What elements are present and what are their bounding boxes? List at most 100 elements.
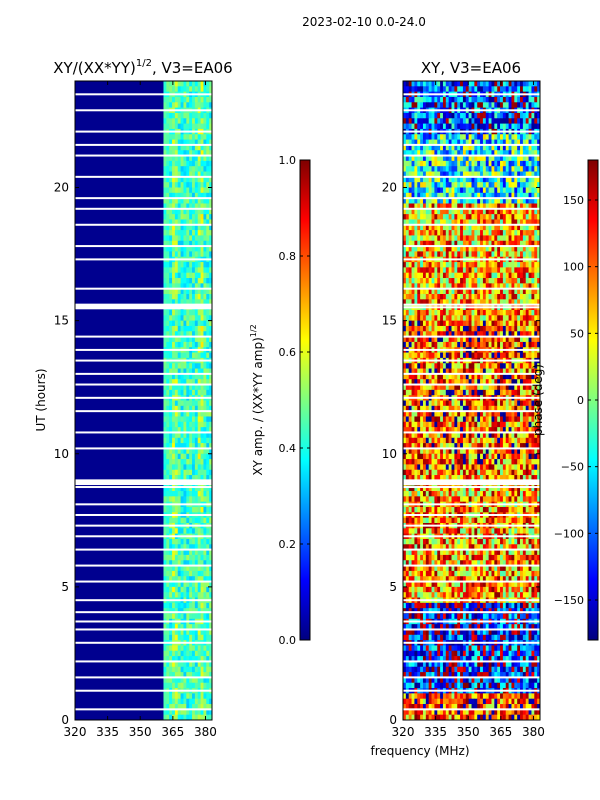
phase-cell [488, 320, 492, 327]
phase-cell [425, 288, 430, 295]
phase-cell [414, 309, 418, 316]
amp-cell [200, 139, 204, 146]
phase-cell [414, 294, 418, 300]
phase-cell [480, 150, 484, 156]
phase-cell [531, 315, 535, 322]
phase-cell [508, 352, 512, 359]
phase-cell [502, 155, 507, 162]
phase-cell [465, 150, 470, 156]
phase-cell [525, 272, 529, 279]
phase-cell [500, 118, 504, 125]
phase-cell [511, 219, 515, 226]
amp-cell [209, 198, 212, 204]
phase-cell [494, 198, 498, 204]
phase-cell [454, 144, 458, 151]
phase-cell [528, 368, 532, 375]
phase-cell [517, 363, 521, 369]
amp-cell [169, 379, 173, 385]
amp-cell [186, 283, 190, 290]
phase-cell [405, 219, 410, 226]
phase-cell [500, 86, 504, 93]
amp-cell [200, 491, 204, 497]
amp-cell [203, 427, 207, 433]
phase-cell [465, 198, 470, 204]
amp-cell [183, 656, 187, 662]
phase-cell [448, 187, 452, 194]
phase-cell [451, 160, 455, 167]
amp-cell [186, 432, 190, 439]
phase-cell [508, 246, 512, 252]
phase-cell [408, 134, 412, 140]
amp-cell [203, 538, 207, 545]
phase-cell [474, 123, 478, 130]
amp-cell [169, 118, 173, 125]
amp-cell [189, 230, 193, 236]
phase-cell [508, 283, 512, 290]
phase-cell [431, 336, 435, 343]
amp-cell [177, 288, 181, 295]
phase-cell [474, 384, 478, 391]
phase-cell [520, 363, 524, 369]
amp-cell [166, 352, 170, 359]
amp-cell [209, 405, 212, 412]
amp-cell [169, 182, 173, 188]
phase-cell [511, 336, 515, 343]
phase-cell [494, 379, 498, 385]
phase-cell [431, 118, 435, 125]
phase-cell [431, 214, 435, 220]
amp-cell [183, 400, 187, 407]
amp-cell [174, 384, 179, 391]
amp-cell [203, 544, 207, 551]
phase-cell [462, 86, 467, 93]
phase-cell [502, 139, 507, 146]
amp-cell [189, 166, 193, 172]
phase-cell [414, 288, 418, 295]
phase-cell [488, 230, 492, 236]
phase-cell [403, 240, 407, 247]
amp-cell [183, 373, 187, 380]
amp-cell [166, 645, 170, 652]
amp-cell [200, 240, 204, 247]
phase-cell [485, 203, 490, 210]
amp-cell [189, 538, 193, 545]
amp-cell [174, 325, 179, 332]
phase-cell [477, 262, 481, 268]
phase-cell [531, 288, 535, 295]
phase-cell [448, 315, 452, 322]
phase-cell [502, 134, 507, 140]
phase-cell [491, 171, 495, 178]
amp-cell [194, 192, 199, 199]
phase-cell [457, 224, 461, 231]
amp-cell [163, 299, 167, 306]
phase-cell [502, 299, 507, 306]
phase-cell [451, 134, 455, 140]
amp-cell [186, 464, 190, 471]
phase-cell [525, 230, 529, 236]
amp-cell [209, 166, 212, 172]
phase-cell [431, 171, 435, 178]
phase-cell [434, 235, 438, 242]
phase-cell [417, 224, 421, 231]
phase-cell [408, 187, 412, 194]
amp-cell [209, 485, 212, 492]
phase-cell [485, 198, 490, 204]
phase-cell [417, 315, 421, 322]
phase-cell [454, 341, 458, 348]
phase-cell [500, 389, 504, 396]
phase-cell [451, 272, 455, 279]
phase-cell [491, 384, 495, 391]
amp-cell [197, 602, 201, 609]
phase-cell [494, 363, 498, 369]
phase-cell [468, 86, 472, 93]
amp-cell [192, 389, 196, 396]
phase-cell [497, 262, 501, 268]
phase-cell [465, 272, 470, 279]
amp-cell [180, 469, 184, 476]
phase-cell [408, 373, 412, 380]
amp-cell [186, 389, 190, 396]
phase-cell [448, 251, 452, 258]
amp-cell [194, 672, 199, 678]
phase-cell [520, 373, 524, 380]
amp-cell [209, 672, 212, 678]
phase-cell [448, 230, 452, 236]
